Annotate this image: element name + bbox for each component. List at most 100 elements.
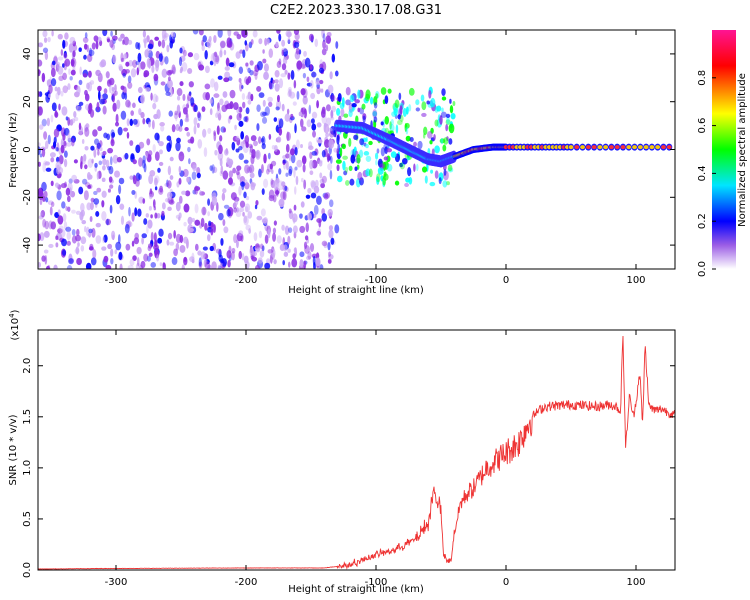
heatmap-cell (329, 71, 333, 80)
heatmap-cell (75, 104, 79, 110)
heatmap-cell (101, 200, 105, 208)
heatmap-cell (101, 177, 106, 182)
heatmap-cell (308, 104, 312, 115)
heatmap-cell (308, 141, 313, 149)
heatmap-cell (271, 169, 274, 175)
heatmap-cell (201, 106, 206, 112)
heatmap-cell (69, 76, 73, 81)
heatmap-cell (405, 135, 411, 142)
heatmap-cell (171, 124, 176, 133)
heatmap-cell (179, 81, 184, 87)
colorbar-gradient (712, 30, 736, 269)
heatmap-cell (111, 230, 116, 240)
heatmap-cell (273, 259, 277, 265)
heatmap-cell (179, 47, 183, 54)
heatmap-cell (160, 125, 165, 132)
heatmap-cell (148, 252, 153, 257)
heatmap-cell (434, 170, 439, 179)
heatmap-cell (293, 204, 297, 211)
heatmap-cell (51, 30, 54, 37)
heatmap-cell (66, 142, 72, 147)
heatmap-cell (319, 264, 324, 269)
heatmap-cell (115, 113, 119, 124)
snr-y-scale-close: ) (10, 309, 21, 313)
heatmap-cell (281, 39, 286, 47)
heatmap-cell (302, 88, 308, 99)
heatmap-cell (223, 49, 227, 56)
heatmap-cell (207, 127, 212, 134)
heatmap-cell (311, 71, 317, 78)
heatmap-cell (95, 211, 100, 217)
heatmap-cell (90, 145, 95, 151)
heatmap-cell (316, 139, 323, 144)
heatmap-cell (67, 206, 71, 212)
heatmap-cell (145, 213, 150, 218)
heatmap-cell (62, 63, 65, 68)
heatmap-cell (194, 203, 199, 214)
heatmap-cell (97, 149, 100, 156)
heatmap-cell (131, 240, 135, 247)
heatmap-cell (327, 84, 334, 94)
heatmap-cell (189, 256, 195, 263)
heatmap-cell (238, 153, 244, 161)
heatmap-cell (185, 190, 191, 197)
heatmap-cell (207, 211, 211, 217)
heatmap-cell (452, 100, 456, 106)
heatmap-cell (386, 163, 393, 172)
heatmap-cell (226, 250, 232, 259)
heatmap-cell (82, 73, 88, 78)
heatmap-cell (62, 213, 67, 222)
heatmap-cell (120, 110, 127, 120)
heatmap-cell (140, 61, 146, 70)
heatmap-cell (380, 87, 387, 95)
heatmap-cell (293, 167, 296, 178)
heatmap-cell (273, 179, 279, 190)
heatmap-cell (256, 104, 261, 112)
heatmap-cell (251, 181, 254, 187)
heatmap-cell (140, 94, 145, 104)
heatmap-cell (434, 145, 440, 154)
heatmap-cell (72, 50, 76, 58)
heatmap-cell (194, 186, 201, 191)
heatmap-cell (442, 180, 448, 188)
heatmap-cell (190, 136, 195, 144)
carrier-point (574, 145, 580, 150)
heatmap-cell (43, 190, 48, 199)
heatmap-cell (276, 189, 279, 197)
heatmap-cell (175, 242, 180, 251)
heatmap-cell (337, 92, 342, 103)
heatmap-cell (404, 122, 410, 129)
heatmap-cell (40, 210, 46, 218)
heatmap-cell (103, 88, 108, 94)
heatmap-cell (141, 236, 145, 245)
heatmap-cell (303, 179, 307, 190)
heatmap-cell (53, 128, 60, 138)
heatmap-cell (158, 141, 164, 147)
heatmap-cell (225, 57, 230, 67)
heatmap-cell (170, 31, 175, 38)
heatmap-cell (95, 222, 101, 228)
heatmap-cell (129, 140, 134, 146)
heatmap-cell (290, 70, 295, 80)
heatmap-cell (54, 86, 58, 92)
heatmap-cell (302, 72, 307, 79)
heatmap-cell (219, 158, 223, 167)
heatmap-cell (193, 104, 198, 113)
heatmap-cell (178, 126, 183, 132)
heatmap-cell (217, 75, 223, 80)
heatmap-cell (292, 101, 297, 106)
heatmap-cell (245, 195, 250, 201)
heatmap-cell (235, 169, 240, 176)
heatmap-cell (441, 96, 447, 101)
heatmap-cell (223, 127, 226, 133)
heatmap-cell (176, 137, 181, 144)
heatmap-cell (183, 236, 189, 244)
heatmap-cell (209, 98, 213, 104)
heatmap-cell (38, 262, 42, 268)
heatmap-cell (301, 63, 306, 70)
heatmap-cell (345, 166, 349, 173)
heatmap-cell (282, 48, 288, 57)
heatmap-cell (445, 119, 451, 125)
snr-y-tick-label: 0.5 (22, 511, 33, 527)
heatmap-cell (287, 72, 291, 80)
